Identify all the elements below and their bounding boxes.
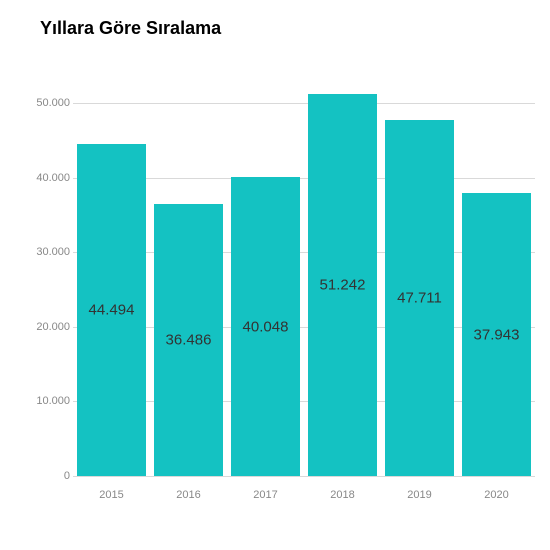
x-tick-label: 2015 [73,489,150,501]
chart-title: Yıllara Göre Sıralama [40,18,535,39]
x-tick-label: 2019 [381,489,458,501]
bar-slot: 44.494 [73,66,150,476]
y-tick-label: 0 [15,470,70,482]
x-tick-label: 2016 [150,489,227,501]
bar: 40.048 [231,177,300,476]
y-tick-label: 30.000 [15,246,70,258]
y-tick-label: 50.000 [15,97,70,109]
bar-value-label: 47.711 [397,290,442,307]
bars-container: 44.494 36.486 40.048 51.242 47.711 37.943 [73,66,535,476]
x-tick-label: 2020 [458,489,535,501]
bar: 37.943 [462,193,531,476]
bar: 36.486 [154,204,223,476]
bar-slot: 47.711 [381,66,458,476]
plot-region: 44.494 36.486 40.048 51.242 47.711 37.943 [73,66,535,476]
bar-value-label: 36.486 [166,332,212,349]
bar-slot: 36.486 [150,66,227,476]
gridline [73,476,535,477]
x-tick-label: 2017 [227,489,304,501]
bar: 47.711 [385,120,454,476]
bar: 44.494 [77,144,146,476]
chart-area: 44.494 36.486 40.048 51.242 47.711 37.943 0 10… [15,61,540,501]
x-tick-label: 2018 [304,489,381,501]
bar-slot: 37.943 [458,66,535,476]
bar: 51.242 [308,94,377,476]
bar-value-label: 37.943 [474,326,520,343]
y-tick-label: 20.000 [15,321,70,333]
bar-value-label: 40.048 [243,318,289,335]
y-tick-label: 10.000 [15,395,70,407]
bar-slot: 40.048 [227,66,304,476]
bar-value-label: 51.242 [320,277,366,294]
y-tick-label: 40.000 [15,172,70,184]
bar-slot: 51.242 [304,66,381,476]
bar-value-label: 44.494 [89,302,135,319]
x-axis-ticks: 201520162017201820192020 [73,489,535,501]
